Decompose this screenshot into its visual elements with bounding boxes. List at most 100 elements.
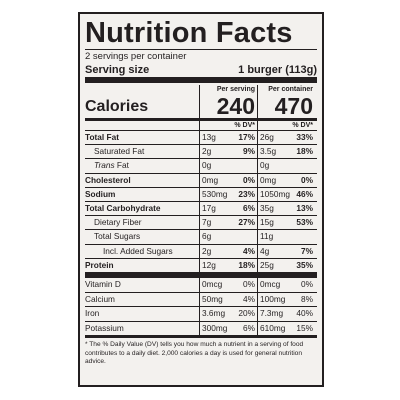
vitamin-dv: 4%	[243, 293, 255, 304]
vitamin-row: Calcium 50mg 4% 100mg 8%	[85, 291, 317, 307]
vitamin-dv: 40%	[296, 308, 313, 319]
nutrient-amount: 11g	[260, 231, 274, 242]
vitamin-name: Calcium	[85, 293, 115, 304]
vitamin-dv: 20%	[238, 308, 255, 319]
nutrient-amount: 17g	[202, 203, 216, 214]
vitamin-dv: 15%	[296, 322, 313, 333]
vitamin-name: Vitamin D	[85, 279, 121, 290]
nutrient-row: Total Sugars 6g 11g	[85, 229, 317, 244]
daily-value-footnote: * The % Daily Value (DV) tells you how m…	[85, 341, 304, 365]
vitamin-row: Vitamin D 0mcg 0% 0mcg 0%	[85, 278, 317, 292]
nutrient-row: Sodium 530mg 23% 1050mg 46%	[85, 186, 317, 202]
calories-per-serving: 240	[216, 93, 255, 119]
nutrient-amount: 0g	[260, 160, 270, 171]
nutrient-row: Trans Fat 0g 0g	[85, 158, 317, 173]
nutrient-amount: 3.5g	[260, 146, 277, 157]
per-container-header: Per container	[268, 86, 313, 93]
nutrient-dv: 46%	[296, 188, 313, 199]
vitamin-amount: 100mg	[260, 293, 286, 304]
calories-label: Calories	[85, 98, 149, 115]
serving-size-label: Serving size	[85, 64, 150, 76]
nutrient-name: Saturated Fat	[94, 146, 145, 157]
vitamin-amount: 300mg	[202, 322, 228, 333]
vitamin-name: Iron	[85, 308, 100, 319]
calories-row: Calories Per serving 240 Per container 4…	[85, 85, 317, 118]
nutrient-dv: 18%	[296, 146, 313, 157]
vitamin-row: Potassium 300mg 6% 610mg 15%	[85, 320, 317, 336]
nutrient-dv: 27%	[238, 217, 255, 228]
nutrient-name: Total Fat	[85, 132, 119, 142]
nutrient-dv: 18%	[238, 259, 255, 270]
nutrient-name: Trans Fat	[94, 160, 129, 171]
divider-medium	[85, 118, 317, 121]
nutrient-dv: 9%	[243, 146, 255, 157]
nutrient-amount: 35g	[260, 203, 274, 214]
nutrient-amount: 25g	[260, 259, 274, 270]
nutrient-name: Incl. Added Sugars	[103, 245, 173, 256]
nutrient-amount: 4g	[260, 245, 270, 256]
nutrient-name: Total Carbohydrate	[85, 203, 161, 214]
vitamin-amount: 3.6mg	[202, 308, 226, 319]
nutrient-name: Total Sugars	[94, 231, 141, 242]
nutrient-row: Total Fat 13g 17% 26g 33%	[85, 130, 317, 145]
nutrient-name: Cholesterol	[85, 174, 131, 185]
nutrient-row: Protein 12g 18% 25g 35%	[85, 257, 317, 273]
nutrient-name: Dietary Fiber	[94, 217, 142, 228]
nutrient-amount: 1050mg	[260, 188, 290, 199]
nutrient-amount: 530mg	[202, 188, 228, 199]
nutrient-dv: 17%	[238, 132, 255, 142]
nutrient-row: Cholesterol 0mg 0% 0mg 0%	[85, 172, 317, 187]
vitamin-dv: 6%	[243, 322, 255, 333]
nutrient-amount: 2g	[202, 146, 212, 157]
vitamin-amount: 610mg	[260, 322, 286, 333]
vitamin-amount: 0mcg	[202, 279, 223, 290]
divider-medium	[85, 335, 317, 339]
nutrient-amount: 2g	[202, 245, 212, 256]
nutrient-amount: 6g	[202, 231, 212, 242]
nutrient-dv: 53%	[296, 217, 313, 228]
nutrient-dv: 0%	[301, 174, 313, 185]
nutrient-dv: 4%	[243, 245, 255, 256]
nutrient-row: Saturated Fat 2g 9% 3.5g 18%	[85, 144, 317, 159]
dv-header-row: % DV* % DV*	[85, 121, 317, 130]
nutrient-amount: 0g	[202, 160, 212, 171]
vitamin-amount: 0mcg	[260, 279, 281, 290]
label-title: Nutrition Facts	[85, 17, 293, 49]
nutrient-dv: 13%	[296, 203, 313, 214]
vitamin-dv: 8%	[301, 293, 313, 304]
nutrient-name: Protein	[85, 259, 114, 270]
nutrient-row: Incl. Added Sugars 2g 4% 4g 7%	[85, 243, 317, 258]
vitamin-amount: 7.3mg	[260, 308, 284, 319]
nutrient-amount: 0mg	[202, 174, 219, 185]
nutrient-dv: 0%	[243, 174, 255, 185]
nutrient-dv: 7%	[301, 245, 313, 256]
nutrient-amount: 12g	[202, 259, 216, 270]
calories-per-container: 470	[274, 93, 313, 119]
per-container-column: Per container 470	[257, 85, 315, 118]
servings-per-container: 2 servings per container	[85, 51, 187, 62]
nutrient-amount: 26g	[260, 132, 274, 142]
nutrient-amount: 13g	[202, 132, 216, 142]
per-serving-header: Per serving	[216, 86, 255, 93]
vitamin-amount: 50mg	[202, 293, 223, 304]
nutrient-dv: 33%	[296, 132, 313, 142]
nutrition-facts-panel: Nutrition Facts 2 servings per container…	[78, 12, 324, 387]
nutrient-dv: 6%	[243, 203, 255, 214]
nutrient-name: Sodium	[85, 188, 116, 199]
serving-size-row: Serving size 1 burger (113g)	[85, 63, 317, 77]
serving-size-value: 1 burger (113g)	[238, 64, 317, 76]
divider	[85, 49, 317, 50]
nutrient-dv: 35%	[296, 259, 313, 270]
dv-header-container: % DV*	[257, 121, 315, 130]
divider-thick	[85, 272, 317, 279]
vitamin-dv: 0%	[243, 279, 255, 290]
vitamin-name: Potassium	[85, 322, 124, 333]
nutrient-row: Total Carbohydrate 17g 6% 35g 13%	[85, 201, 317, 216]
nutrient-row: Dietary Fiber 7g 27% 15g 53%	[85, 215, 317, 230]
vitamin-dv: 0%	[301, 279, 313, 290]
nutrient-amount: 7g	[202, 217, 212, 228]
nutrient-dv: 23%	[238, 188, 255, 199]
nutrient-amount: 15g	[260, 217, 274, 228]
divider-thick	[85, 77, 317, 83]
dv-header-serving: % DV*	[199, 121, 257, 130]
